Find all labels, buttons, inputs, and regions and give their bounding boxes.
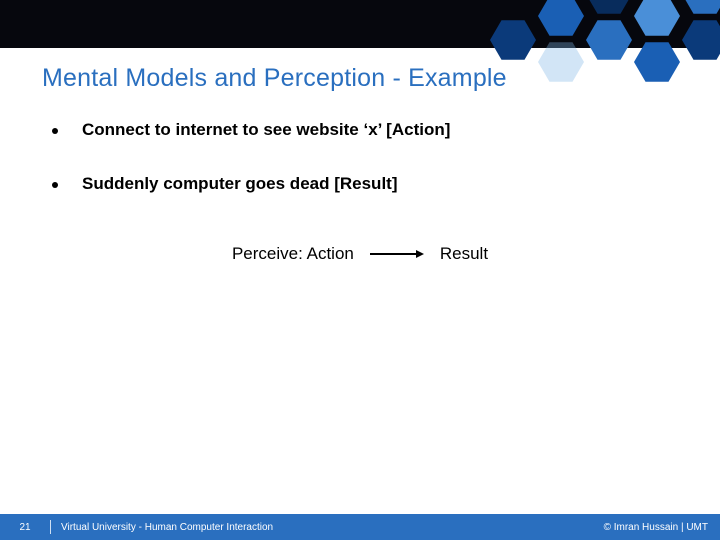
slide-title: Mental Models and Perception - Example [42,64,507,93]
footer-bar: 21 Virtual University - Human Computer I… [0,514,720,540]
list-item: Suddenly computer goes dead [Result] [52,174,680,194]
bullet-icon [52,182,58,188]
top-bar [0,0,720,48]
bullet-list: Connect to internet to see website ‘x’ [… [52,120,680,228]
bullet-icon [52,128,58,134]
arrow-icon [370,250,424,258]
bullet-text: Suddenly computer goes dead [Result] [82,174,398,194]
perceive-row: Perceive: Action Result [0,244,720,264]
slide: Mental Models and Perception - Example C… [0,0,720,540]
bullet-text: Connect to internet to see website ‘x’ [… [82,120,450,140]
hex-decoration [480,0,720,110]
footer-center-text: Virtual University - Human Computer Inte… [61,522,604,533]
perceive-right: Result [440,244,488,264]
footer-right-text: © Imran Hussain | UMT [604,522,720,533]
perceive-left: Perceive: Action [232,244,354,264]
footer-separator [50,520,51,534]
page-number: 21 [0,522,50,533]
list-item: Connect to internet to see website ‘x’ [… [52,120,680,140]
